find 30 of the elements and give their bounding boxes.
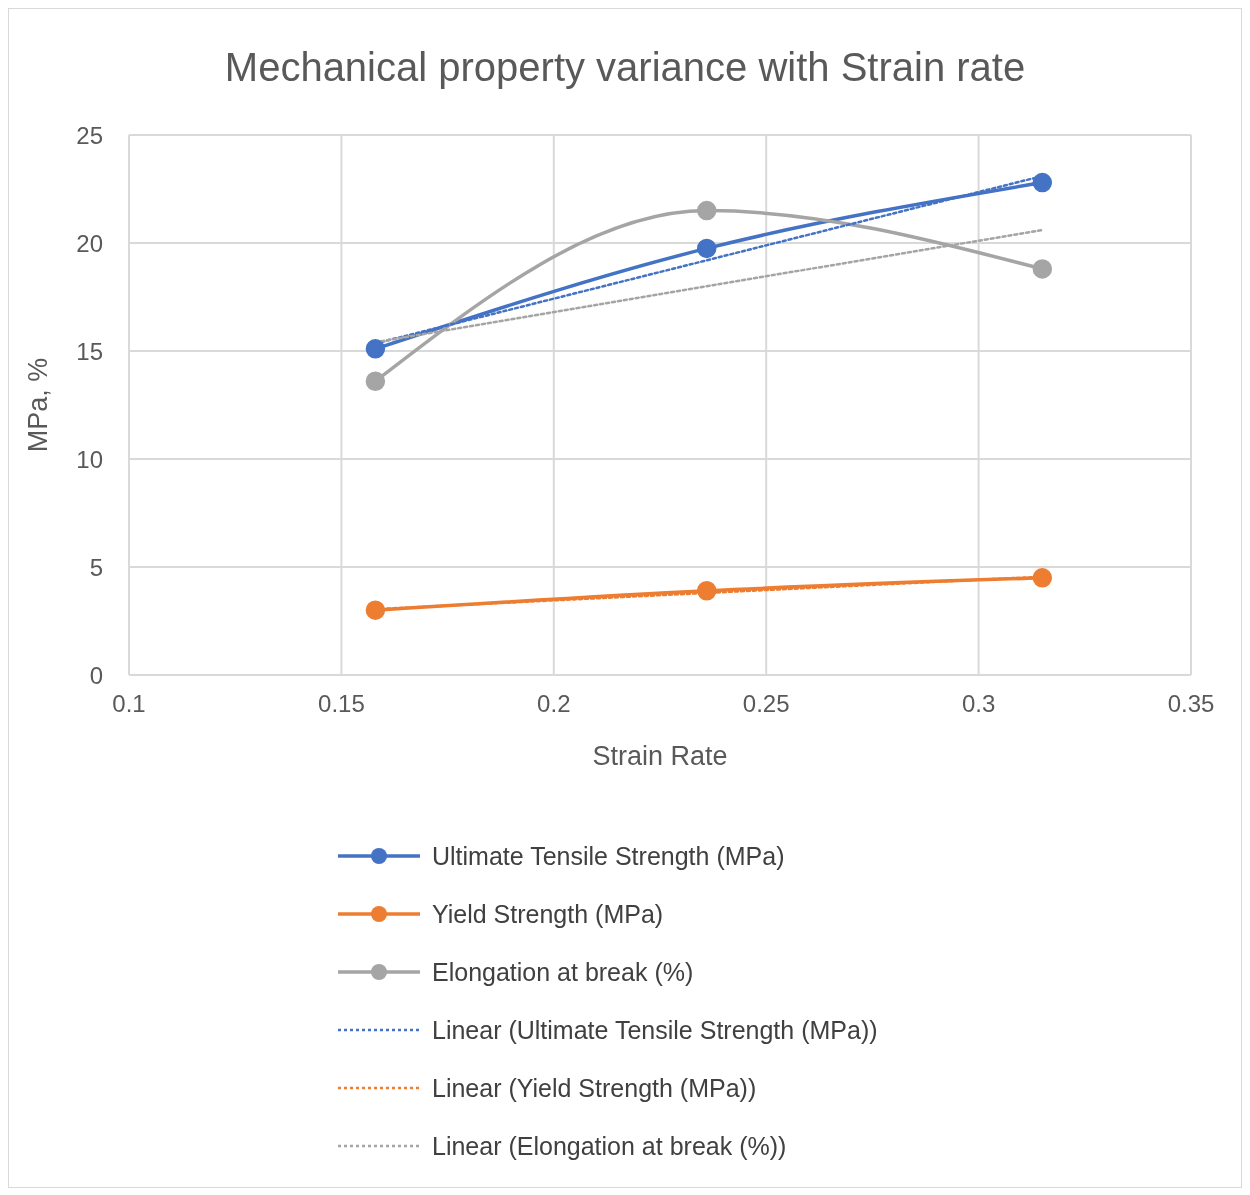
y-tick-label: 25 [76, 121, 103, 149]
point [696, 581, 717, 601]
legend-label: Linear (Yield Strength (MPa)) [432, 1073, 757, 1103]
point [1032, 259, 1053, 279]
legend-label: Elongation at break (%) [432, 957, 694, 987]
legend-label: Yield Strength (MPa) [432, 899, 664, 929]
y-tick-label: 5 [89, 553, 103, 581]
x-tick-label: 0.3 [961, 690, 996, 718]
point [365, 371, 386, 391]
point [1032, 568, 1053, 588]
y-tick-label: 0 [89, 661, 103, 689]
point [365, 339, 386, 359]
x-tick-label: 0.2 [537, 690, 571, 718]
y-tick-label: 15 [76, 337, 103, 365]
y-tick-label: 20 [76, 229, 103, 257]
y-axis-title: MPa, % [22, 357, 53, 453]
legend-label: Ultimate Tensile Strength (MPa) [432, 841, 785, 871]
point [696, 200, 717, 221]
point [365, 600, 386, 620]
x-tick-label: 0.25 [742, 690, 790, 718]
x-tick-label: 0.35 [1167, 690, 1215, 718]
legend-label: Linear (Ultimate Tensile Strength (MPa)) [432, 1015, 878, 1045]
y-tick-label: 10 [76, 445, 103, 473]
legend-label: Linear (Elongation at break (%)) [432, 1131, 787, 1161]
point [1032, 172, 1053, 193]
point [696, 238, 717, 259]
x-axis-title: Strain Rate [592, 741, 728, 771]
x-tick-label: 0.15 [318, 690, 365, 718]
x-tick-label: 0.1 [112, 690, 146, 718]
chart-title: Mechanical property variance with Strain rate [223, 44, 1027, 91]
